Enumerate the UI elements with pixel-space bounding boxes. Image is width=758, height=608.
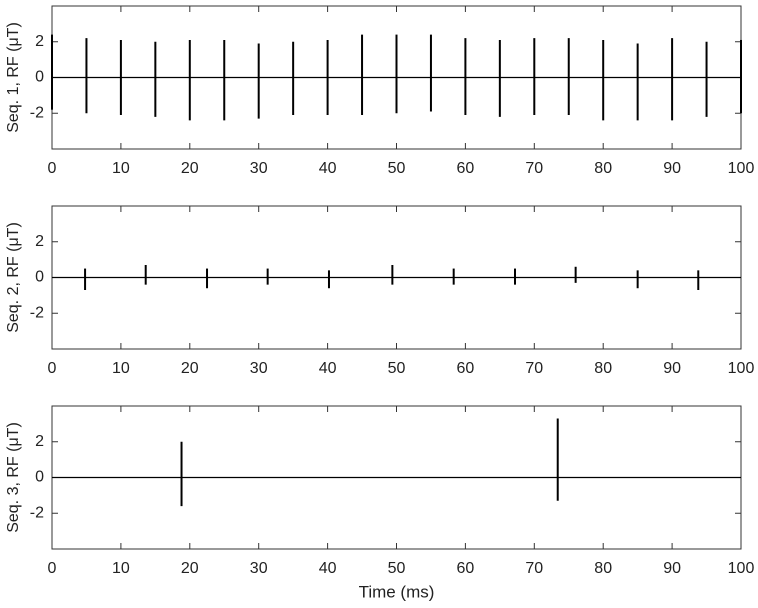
y-tick-label: 0 bbox=[35, 69, 44, 86]
x-tick-label: 90 bbox=[663, 560, 681, 577]
y-tick-label: -2 bbox=[30, 504, 44, 521]
x-tick-label: 100 bbox=[728, 160, 755, 177]
x-tick-label: 60 bbox=[457, 160, 475, 177]
x-tick-label: 70 bbox=[525, 560, 543, 577]
x-tick-label: 100 bbox=[728, 560, 755, 577]
y-tick-label: 2 bbox=[35, 33, 44, 50]
y-tick-label: 2 bbox=[35, 233, 44, 250]
x-tick-label: 20 bbox=[181, 360, 199, 377]
x-tick-label: 60 bbox=[457, 360, 475, 377]
y-tick-label: 0 bbox=[35, 469, 44, 486]
x-tick-label: 30 bbox=[250, 360, 268, 377]
x-tick-label: 50 bbox=[388, 160, 406, 177]
y-tick-label: -2 bbox=[30, 104, 44, 121]
y-tick-label: 2 bbox=[35, 433, 44, 450]
y-axis-label: Seq. 1, RF (μT) bbox=[5, 22, 22, 133]
y-axis-label: Seq. 2, RF (μT) bbox=[5, 222, 22, 333]
x-tick-label: 30 bbox=[250, 560, 268, 577]
x-tick-label: 0 bbox=[48, 160, 57, 177]
x-tick-label: 30 bbox=[250, 160, 268, 177]
x-tick-label: 80 bbox=[594, 360, 612, 377]
x-tick-label: 10 bbox=[112, 560, 130, 577]
x-tick-label: 0 bbox=[48, 560, 57, 577]
x-tick-label: 80 bbox=[594, 160, 612, 177]
x-tick-label: 40 bbox=[319, 160, 337, 177]
x-tick-label: 80 bbox=[594, 560, 612, 577]
x-tick-label: 90 bbox=[663, 360, 681, 377]
x-tick-label: 40 bbox=[319, 360, 337, 377]
x-tick-label: 20 bbox=[181, 560, 199, 577]
x-tick-label: 0 bbox=[48, 360, 57, 377]
x-tick-label: 60 bbox=[457, 560, 475, 577]
x-tick-label: 40 bbox=[319, 560, 337, 577]
x-tick-label: 10 bbox=[112, 360, 130, 377]
x-tick-label: 20 bbox=[181, 160, 199, 177]
x-tick-label: 90 bbox=[663, 160, 681, 177]
x-tick-label: 10 bbox=[112, 160, 130, 177]
x-tick-label: 50 bbox=[388, 360, 406, 377]
x-tick-label: 50 bbox=[388, 560, 406, 577]
x-tick-label: 100 bbox=[728, 360, 755, 377]
x-axis-label: Time (ms) bbox=[359, 582, 435, 601]
y-axis-label: Seq. 3, RF (μT) bbox=[5, 422, 22, 533]
x-tick-label: 70 bbox=[525, 160, 543, 177]
y-tick-label: -2 bbox=[30, 304, 44, 321]
y-tick-label: 0 bbox=[35, 269, 44, 286]
x-tick-label: 70 bbox=[525, 360, 543, 377]
